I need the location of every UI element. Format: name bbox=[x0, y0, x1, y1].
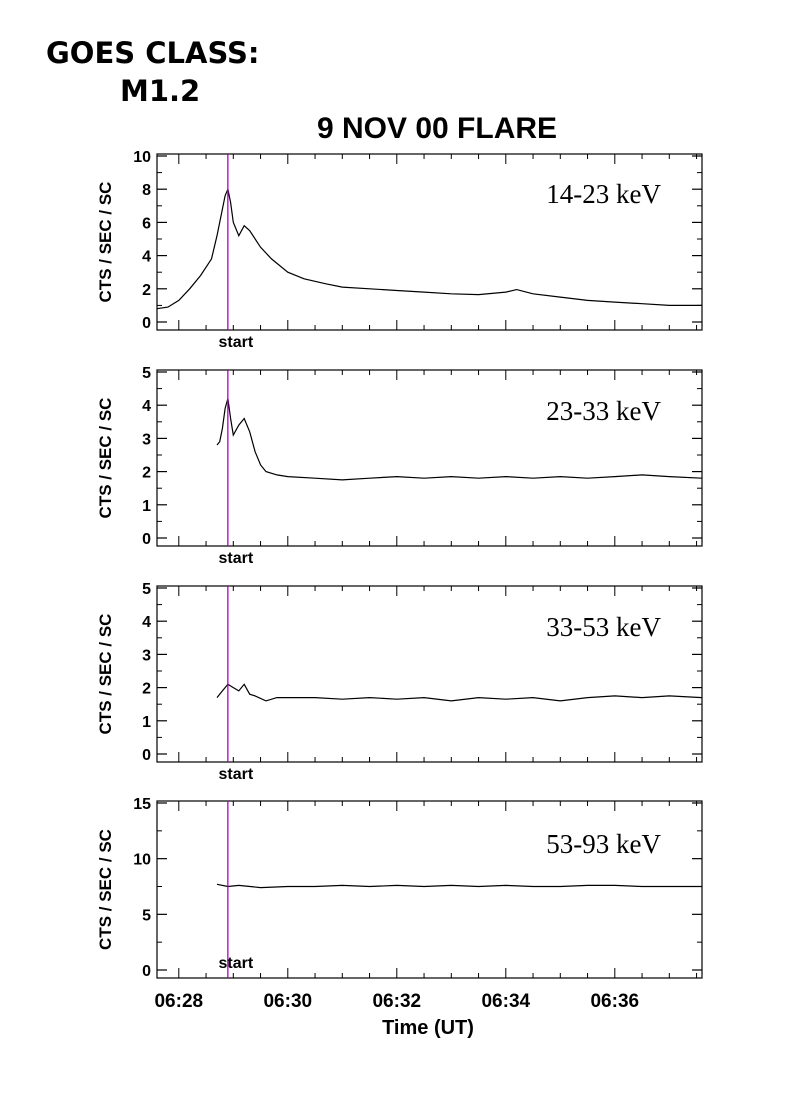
y-tick-label: 3 bbox=[142, 431, 151, 448]
x-tick-label: 06:30 bbox=[263, 991, 312, 1012]
y-tick-label: 5 bbox=[142, 365, 151, 382]
y-tick-label: 4 bbox=[142, 249, 151, 266]
band-label: 14-23 keV bbox=[546, 179, 661, 209]
y-axis-title: CTS / SEC / SC bbox=[96, 829, 115, 950]
y-tick-label: 3 bbox=[142, 647, 151, 664]
y-tick-label: 6 bbox=[142, 215, 151, 232]
chart-title: 9 NOV 00 FLARE bbox=[317, 112, 557, 145]
panel-frame bbox=[156, 585, 703, 763]
x-tick-label: 06:34 bbox=[481, 991, 530, 1012]
panel-frame bbox=[156, 153, 703, 331]
panel-4: 0 5 10 15 CTS / SEC / SC start 53-93 keV bbox=[96, 796, 703, 980]
y-tick-label: 1 bbox=[142, 714, 151, 731]
y-tick-label: 0 bbox=[142, 315, 151, 332]
y-axis-title: CTS / SEC / SC bbox=[96, 614, 115, 735]
series-line-14-23-keV bbox=[156, 187, 702, 310]
panel-frame bbox=[156, 369, 703, 547]
goes-class-label: GOES CLASS: M1.2 bbox=[46, 34, 260, 110]
x-axis: 06:28 06:30 06:32 06:34 06:36 bbox=[154, 991, 639, 1012]
y-tick-label: 2 bbox=[142, 282, 151, 299]
x-tick-label: 06:36 bbox=[590, 991, 639, 1012]
start-label: start bbox=[219, 334, 254, 351]
x-tick-label: 06:32 bbox=[372, 991, 421, 1012]
y-tick-label: 0 bbox=[142, 963, 151, 980]
x-axis-title: Time (UT) bbox=[382, 1017, 474, 1039]
y-tick-label: 15 bbox=[133, 796, 151, 813]
start-label: start bbox=[219, 955, 254, 972]
y-axis-title: CTS / SEC / SC bbox=[96, 398, 115, 519]
y-tick-label: 1 bbox=[142, 498, 151, 515]
panel-frame bbox=[156, 800, 703, 979]
band-label: 23-33 keV bbox=[546, 396, 661, 426]
goes-class-title: GOES CLASS: bbox=[46, 36, 260, 70]
series-line-33-53-keV bbox=[216, 683, 703, 702]
band-label: 53-93 keV bbox=[546, 829, 661, 859]
x-tick-label: 06:28 bbox=[154, 991, 203, 1012]
series-line-53-93-keV bbox=[216, 883, 702, 889]
panel-1: 0 2 4 6 8 10 CTS / SEC / SC start 14-23 keV bbox=[96, 149, 703, 351]
start-label: start bbox=[219, 550, 254, 567]
start-label: start bbox=[219, 766, 254, 783]
y-tick-label: 4 bbox=[142, 398, 151, 415]
y-tick-label: 2 bbox=[142, 681, 151, 698]
panel-3: 0 1 2 3 4 5 CTS / SEC / SC start 33-53 keV bbox=[96, 581, 703, 783]
band-label: 33-53 keV bbox=[546, 612, 661, 642]
y-tick-label: 8 bbox=[142, 182, 151, 199]
y-tick-label: 0 bbox=[142, 531, 151, 548]
panel-2: 0 1 2 3 4 5 CTS / SEC / SC start 23-33 keV bbox=[96, 365, 703, 567]
y-axis-title: CTS / SEC / SC bbox=[96, 182, 115, 303]
y-tick-label: 10 bbox=[133, 852, 151, 869]
y-tick-label: 0 bbox=[142, 747, 151, 764]
y-tick-label: 2 bbox=[142, 465, 151, 482]
y-tick-label: 5 bbox=[142, 907, 151, 924]
series-line-23-33-keV bbox=[216, 398, 703, 481]
y-tick-label: 4 bbox=[142, 614, 151, 631]
y-tick-label: 5 bbox=[142, 581, 151, 598]
y-tick-label: 10 bbox=[133, 149, 151, 166]
goes-class-value: M1.2 bbox=[120, 74, 201, 108]
